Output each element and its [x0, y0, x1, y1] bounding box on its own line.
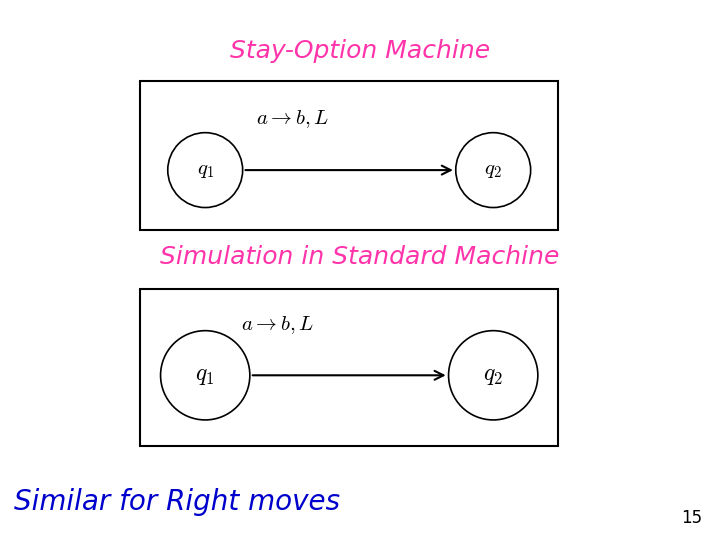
Ellipse shape — [161, 330, 250, 420]
Text: Stay-Option Machine: Stay-Option Machine — [230, 39, 490, 63]
Bar — [140, 81, 558, 230]
Ellipse shape — [449, 330, 538, 420]
Text: $a \rightarrow b, L$: $a \rightarrow b, L$ — [241, 314, 314, 336]
Text: $q_1$: $q_1$ — [197, 160, 214, 180]
Ellipse shape — [168, 133, 243, 207]
Text: $q_1$: $q_1$ — [195, 364, 215, 387]
Text: 15: 15 — [681, 509, 702, 528]
Ellipse shape — [456, 133, 531, 207]
Text: $a \rightarrow b, L$: $a \rightarrow b, L$ — [256, 109, 328, 131]
Text: Simulation in Standard Machine: Simulation in Standard Machine — [161, 245, 559, 268]
Text: $q_2$: $q_2$ — [485, 160, 502, 180]
Text: Similar for Right moves: Similar for Right moves — [14, 488, 341, 516]
Bar — [140, 289, 558, 446]
Text: $q_2$: $q_2$ — [483, 364, 503, 387]
